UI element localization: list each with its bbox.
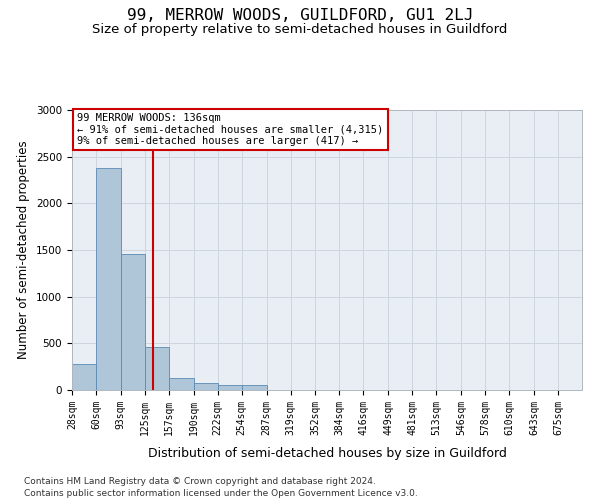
- Bar: [121, 254, 145, 390]
- Bar: [145, 347, 169, 390]
- Bar: [96, 168, 121, 390]
- Text: Distribution of semi-detached houses by size in Guildford: Distribution of semi-detached houses by …: [148, 448, 506, 460]
- Text: Size of property relative to semi-detached houses in Guildford: Size of property relative to semi-detach…: [92, 22, 508, 36]
- Text: Contains HM Land Registry data © Crown copyright and database right 2024.: Contains HM Land Registry data © Crown c…: [24, 478, 376, 486]
- Bar: [242, 385, 266, 390]
- Y-axis label: Number of semi-detached properties: Number of semi-detached properties: [17, 140, 31, 360]
- Bar: [169, 378, 194, 390]
- Text: 99, MERROW WOODS, GUILDFORD, GU1 2LJ: 99, MERROW WOODS, GUILDFORD, GU1 2LJ: [127, 8, 473, 22]
- Bar: [218, 385, 242, 390]
- Text: Contains public sector information licensed under the Open Government Licence v3: Contains public sector information licen…: [24, 489, 418, 498]
- Text: 99 MERROW WOODS: 136sqm
← 91% of semi-detached houses are smaller (4,315)
9% of : 99 MERROW WOODS: 136sqm ← 91% of semi-de…: [77, 113, 383, 146]
- Bar: [72, 364, 96, 390]
- Bar: [194, 383, 218, 390]
